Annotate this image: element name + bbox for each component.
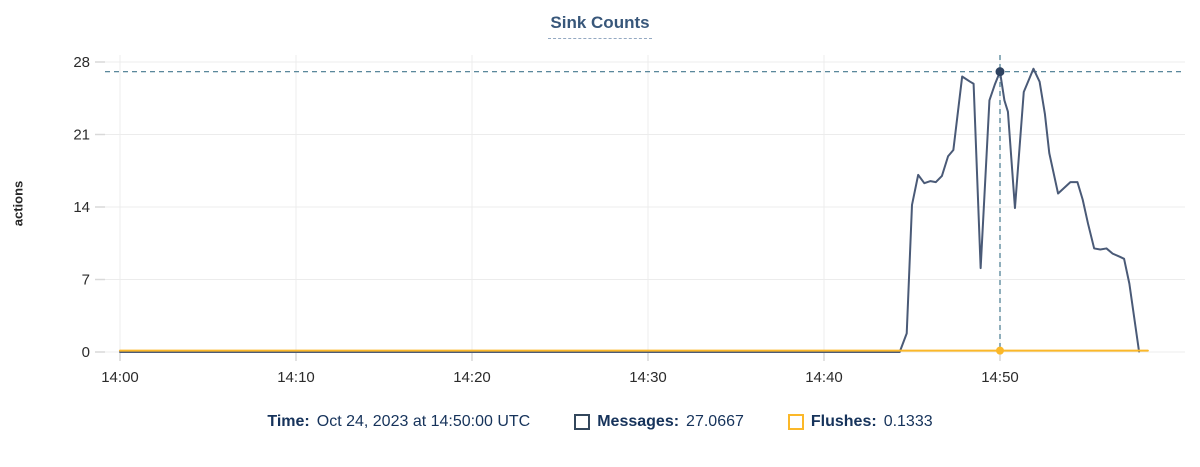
x-tick-label: 14:10	[277, 369, 315, 386]
messages-swatch-icon[interactable]	[574, 414, 591, 430]
legend-flushes[interactable]: Flushes: 0.1333	[787, 413, 933, 431]
y-tick-label: 0	[82, 344, 90, 361]
legend-messages[interactable]: Messages: 27.0667	[574, 413, 744, 431]
legend-time-value: Oct 24, 2023 at 14:50:00 UTC	[316, 413, 531, 430]
x-tick-label: 14:20	[453, 369, 491, 386]
chart-plot-area[interactable]: 0 7 14 21 28 14:00 14:10 14:20 14:30 14:40 14:50	[0, 0, 1200, 400]
x-tick-label: 14:40	[805, 369, 843, 386]
x-tick-label: 14:30	[629, 369, 667, 386]
legend-messages-label: Messages:	[597, 413, 680, 430]
legend-time: Time: Oct 24, 2023 at 14:50:00 UTC	[267, 413, 530, 431]
x-tick-label: 14:00	[101, 369, 139, 386]
flushes-hover-marker	[996, 346, 1004, 355]
y-tick-label: 21	[73, 127, 90, 144]
legend-messages-value: 27.0667	[686, 413, 744, 430]
flushes-swatch-icon[interactable]	[787, 414, 804, 430]
legend-time-label: Time:	[267, 413, 310, 430]
chart-title: Sink Counts	[0, 13, 1200, 39]
y-tick-label: 7	[82, 272, 90, 289]
messages-line	[119, 67, 1141, 353]
y-tick-label: 28	[73, 54, 90, 71]
legend: Time: Oct 24, 2023 at 14:50:00 UTC Messa…	[0, 413, 1200, 431]
y-tick-label: 14	[73, 199, 90, 216]
legend-flushes-label: Flushes:	[810, 413, 877, 430]
legend-flushes-value: 0.1333	[883, 413, 933, 430]
x-tick-label: 14:50	[981, 369, 1019, 386]
chart-title-text[interactable]: Sink Counts	[548, 13, 652, 39]
messages-hover-marker	[995, 67, 1005, 77]
